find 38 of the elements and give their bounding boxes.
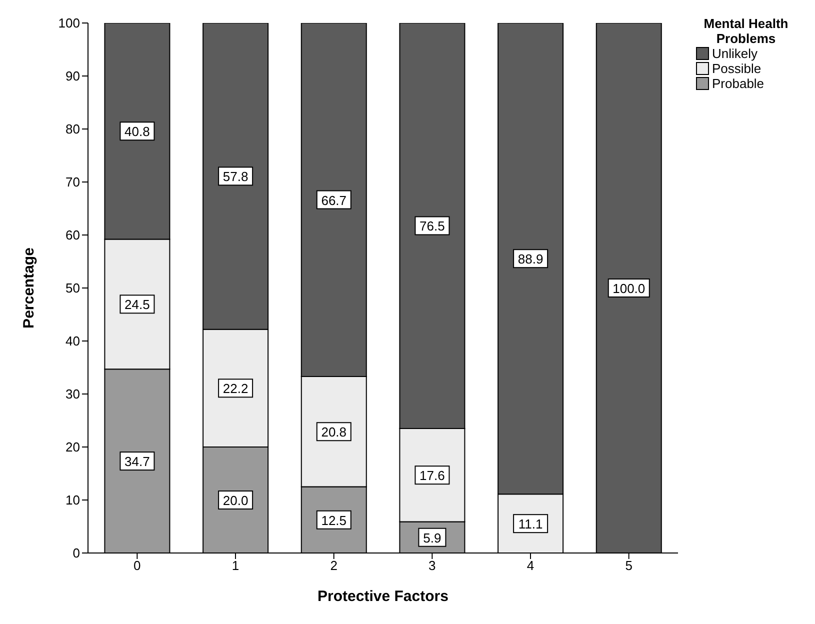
data-label: 11.1 (518, 516, 543, 532)
y-tick-label: 50 (66, 280, 80, 296)
data-label: 20.8 (321, 424, 347, 440)
x-tick-label: 0 (134, 558, 141, 574)
x-tick-label: 2 (330, 558, 338, 574)
data-label: 22.2 (222, 381, 248, 396)
y-axis-title: Percentage (20, 248, 38, 328)
x-tick-label: 4 (526, 558, 534, 574)
data-label: 17.6 (420, 468, 445, 484)
y-tick-label: 20 (66, 440, 80, 455)
data-label: 88.9 (518, 252, 544, 267)
x-tick-label: 5 (625, 558, 632, 574)
y-tick-label: 60 (66, 228, 80, 243)
data-label: 57.8 (222, 169, 248, 184)
data-label: 5.9 (423, 530, 442, 546)
data-label: 66.7 (321, 192, 347, 208)
x-tick-label: 1 (232, 558, 240, 574)
y-tick-label: 80 (66, 122, 80, 137)
legend-label: Unlikely (712, 46, 758, 61)
data-label: 34.7 (124, 454, 150, 470)
data-label: 12.5 (321, 512, 347, 528)
y-tick-label: 0 (72, 546, 80, 561)
legend-title: Mental Health Problems (702, 16, 790, 46)
y-tick-label: 90 (66, 68, 80, 84)
y-tick-label: 100 (58, 16, 80, 31)
data-label: 20.0 (222, 493, 248, 508)
legend-label: Probable (712, 76, 764, 91)
x-tick-label: 3 (428, 558, 436, 574)
y-tick-label: 30 (66, 386, 80, 402)
data-label: 76.5 (420, 218, 445, 234)
y-tick-label: 10 (66, 492, 80, 508)
legend-label: Possible (712, 61, 762, 76)
y-tick-label: 70 (66, 174, 80, 190)
data-label: 40.8 (124, 124, 150, 140)
x-axis-title: Protective Factors (318, 588, 448, 605)
data-label: 24.5 (124, 297, 150, 312)
y-tick-label: 40 (66, 334, 80, 349)
data-label: 100.0 (612, 281, 646, 296)
